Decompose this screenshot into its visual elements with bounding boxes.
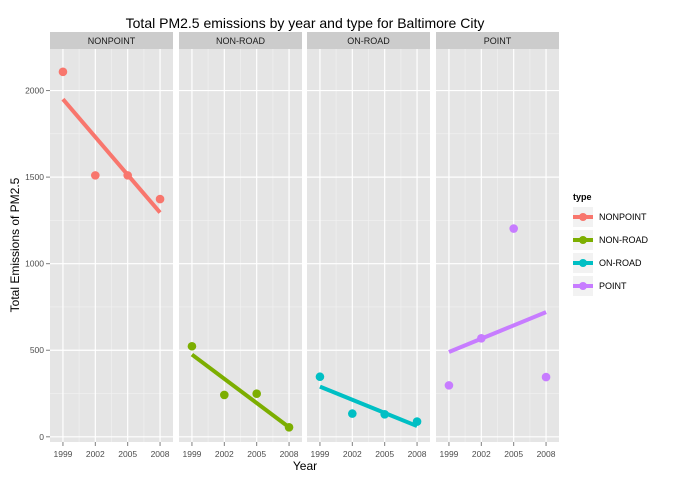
x-tick-label: 1999 [182, 449, 201, 459]
chart-title: Total PM2.5 emissions by year and type f… [126, 15, 485, 31]
data-point-non-road [284, 422, 294, 432]
y-tick-label: 1000 [25, 259, 44, 269]
facet-strip [179, 32, 302, 49]
data-point-on-road [348, 409, 357, 418]
data-point-point [541, 372, 551, 382]
x-tick-label: 2008 [408, 449, 427, 459]
y-axis: 0 500 1000 1500 2000 [25, 86, 50, 442]
x-tick-label: 2005 [504, 449, 523, 459]
facet-strip [307, 32, 430, 49]
legend: type NONPOINT NON-ROAD ON-ROAD POINT [573, 192, 648, 296]
facet-strip [50, 32, 173, 49]
facet-panel-on-road: ON-ROAD 1999 2002 2005 2008 [307, 32, 430, 459]
x-tick-label: 2002 [472, 449, 491, 459]
x-tick-label: 2008 [151, 449, 170, 459]
facet-strip [436, 32, 559, 49]
x-tick-label: 2008 [537, 449, 556, 459]
trend-line-on-road [319, 384, 418, 428]
x-tick-label: 1999 [439, 449, 458, 459]
data-point-non-road [187, 341, 197, 351]
facet-strip-label: NON-ROAD [216, 36, 265, 46]
y-axis-title: Total Emissions of PM2.5 [8, 177, 22, 312]
x-axis-title: Year [293, 459, 317, 473]
y-tick-label: 500 [30, 345, 44, 355]
y-tick-label: 1500 [25, 172, 44, 182]
data-point-on-road [380, 409, 389, 419]
facet-panel-point: POINT 1999 2002 2005 2008 [436, 32, 559, 459]
x-tick-label: 1999 [53, 449, 72, 459]
data-point-on-road [315, 372, 325, 382]
data-point-nonpoint [123, 171, 132, 180]
trend-line-non-road [190, 352, 291, 429]
legend-item-on-road: ON-ROAD [599, 258, 642, 268]
data-point-non-road [252, 389, 261, 398]
facet-panels: NONPOINT 1999 2002 2005 2008 NON-ROAD 1999 2002… [50, 32, 559, 459]
legend-item-non-road: NON-ROAD [599, 235, 648, 245]
x-tick-label: 2008 [280, 449, 299, 459]
facet-strip-label: POINT [484, 36, 512, 46]
data-point-nonpoint [155, 194, 165, 204]
facet-strip-label: ON-ROAD [347, 36, 390, 46]
legend-key-point [579, 213, 587, 221]
y-tick-label: 0 [39, 432, 44, 442]
data-point-nonpoint [91, 171, 100, 180]
x-tick-label: 2005 [375, 449, 394, 459]
facet-panel-non-road: NON-ROAD 1999 2002 2005 2008 [179, 32, 302, 459]
y-tick-label: 2000 [25, 86, 44, 96]
facet-strip-label: NONPOINT [88, 36, 136, 46]
legend-title: type [573, 192, 592, 202]
legend-key-point [579, 236, 587, 244]
data-point-non-road [220, 390, 229, 400]
x-tick-label: 2005 [247, 449, 266, 459]
legend-key-point [579, 282, 587, 290]
legend-item-point: POINT [599, 281, 627, 291]
trend-line-nonpoint [61, 97, 162, 214]
data-point-point [477, 333, 486, 343]
x-tick-label: 2002 [215, 449, 234, 459]
data-point-point [444, 381, 454, 390]
x-tick-label: 2002 [86, 449, 105, 459]
data-point-nonpoint [58, 67, 68, 77]
x-tick-label: 1999 [310, 449, 329, 459]
x-tick-label: 2005 [118, 449, 137, 459]
facet-panel-nonpoint: NONPOINT 1999 2002 2005 2008 [50, 32, 173, 459]
legend-item-nonpoint: NONPOINT [599, 212, 647, 222]
x-tick-label: 2002 [343, 449, 362, 459]
trend-line-point [448, 310, 547, 354]
legend-key-point [579, 259, 587, 267]
data-point-point [509, 224, 518, 233]
data-point-on-road [412, 417, 422, 426]
